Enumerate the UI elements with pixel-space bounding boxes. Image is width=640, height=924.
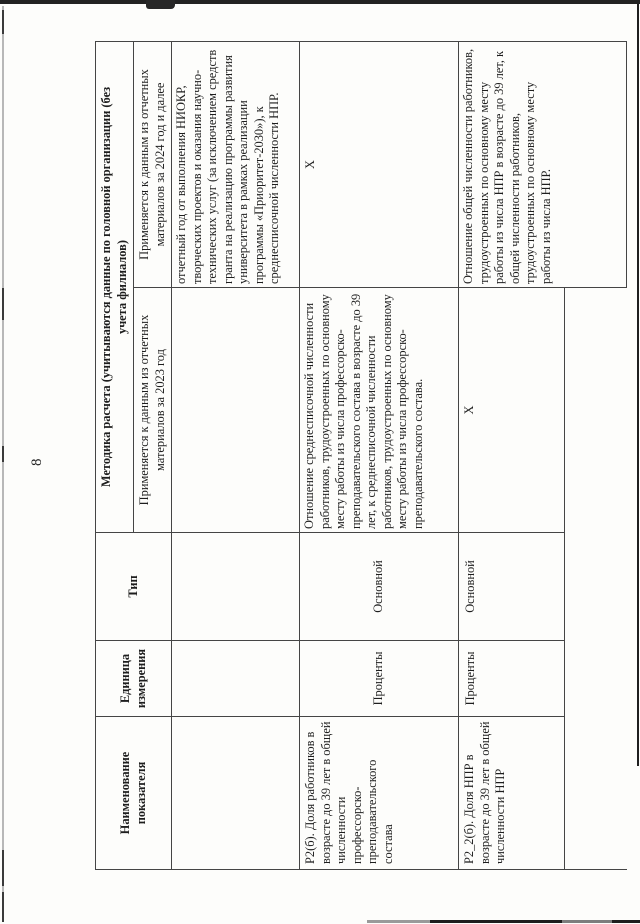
scan-artifact-bottom-edge	[562, 920, 612, 923]
indicators-table: Наименование показателя Единица измерени…	[95, 41, 627, 870]
cell-unit: Проценты	[299, 640, 459, 717]
cell-name	[171, 716, 300, 870]
scan-artifact-left-dash	[2, 446, 4, 462]
scan-artifact-left-edge	[2, 6, 4, 920]
cell-methodology-2023: Отношение среднесписочной численности ра…	[299, 287, 459, 533]
col-header-name: Наименование показателя	[95, 716, 172, 870]
table-row-p2b: Р2(б). Доля работников в возрасте до 39 …	[299, 41, 459, 870]
col-header-2023: Применяется к данным из отчетных материа…	[133, 287, 172, 533]
scan-artifact-right-edge	[637, 4, 639, 766]
col-header-methodology-group: Методика расчета (учитываются данные по …	[95, 41, 134, 533]
scan-artifact-left-dash	[2, 892, 4, 922]
scan-artifact-left-dash	[2, 288, 4, 320]
cell-methodology-2024: отчетный год от выполнения НИОКР, творче…	[171, 41, 300, 288]
cell-methodology-2024: Отношение общей численности работников, …	[458, 41, 627, 288]
header-row-1: Наименование показателя Единица измерени…	[95, 41, 172, 870]
scan-artifact-top-edge	[0, 0, 640, 4]
cell-type	[564, 532, 627, 641]
cell-type: Основной	[299, 532, 459, 641]
scan-artifact-bottom-edge	[612, 920, 640, 923]
scan-artifact-bottom-edge	[367, 920, 430, 923]
scan-artifact-bottom-edge	[430, 920, 562, 923]
cell-unit	[171, 640, 300, 717]
col-header-type: Тип	[95, 532, 172, 641]
cell-type	[171, 532, 300, 641]
col-header-2024: Применяется к данным из отчетных материа…	[133, 41, 172, 288]
table-row-p2-2b: Р2_2(б). Доля НПР в возрасте до 39 лет в…	[458, 41, 627, 870]
cell-name	[564, 716, 627, 870]
cell-methodology-2024: Х	[299, 41, 459, 288]
scan-artifact-left-dash	[2, 10, 4, 34]
cell-methodology-2023: Х	[458, 287, 565, 533]
page-number: 8	[29, 458, 45, 466]
cell-methodology-2023	[171, 287, 300, 533]
methodology-group-label: Методика расчета (учитываются данные по …	[99, 86, 129, 488]
cell-methodology-2023	[564, 287, 627, 533]
cell-unit: Проценты	[458, 640, 565, 717]
cell-unit	[564, 640, 627, 717]
table-row-continuation: отчетный год от выполнения НИОКР, творче…	[171, 41, 300, 870]
col-header-unit: Единица измерения	[95, 640, 172, 717]
cell-type: Основной	[458, 532, 565, 641]
scan-artifact-left-dash	[2, 850, 4, 886]
cell-name: Р2_2(б). Доля НПР в возрасте до 39 лет в…	[458, 716, 565, 870]
scan-artifact-top-blob	[146, 0, 175, 9]
cell-name: Р2(б). Доля работников в возрасте до 39 …	[299, 716, 459, 870]
